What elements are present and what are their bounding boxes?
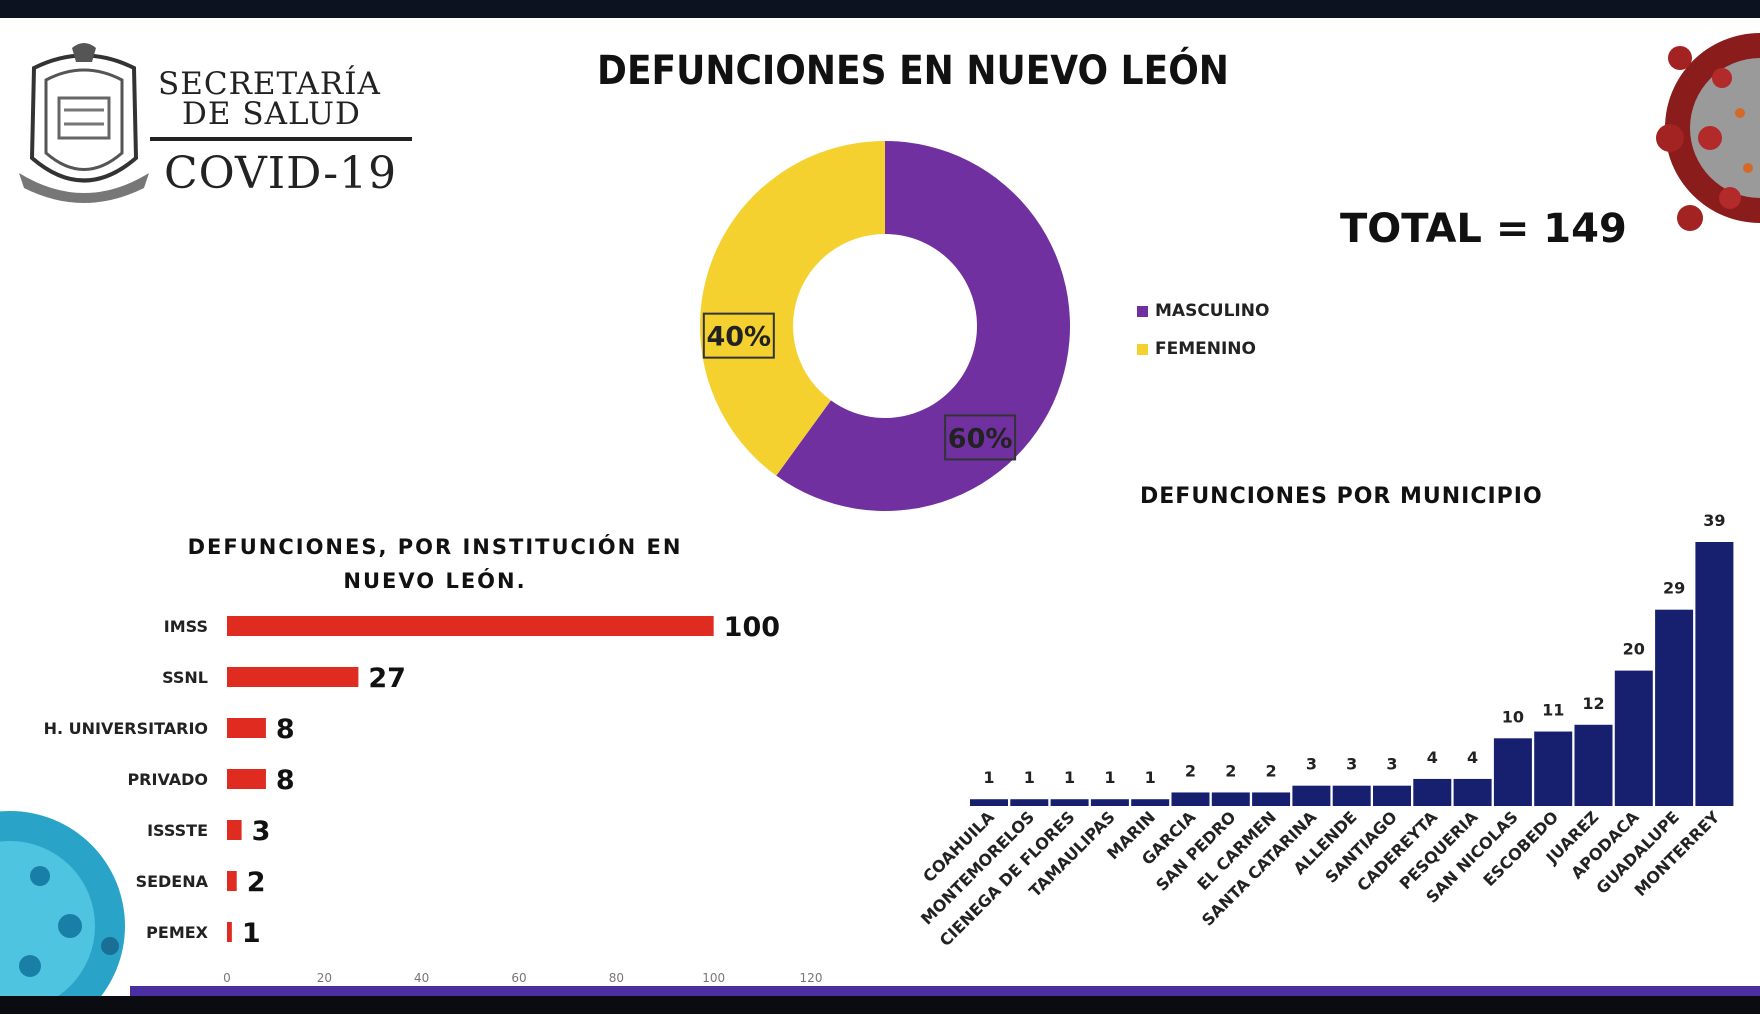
total-deaths: TOTAL = 149 — [1340, 206, 1627, 252]
municipio-value-label: 3 — [1346, 755, 1357, 774]
bottom-bar — [0, 996, 1760, 1014]
municipio-bar — [1252, 792, 1291, 806]
institution-category-label: SSNL — [162, 668, 208, 687]
municipio-value-label: 4 — [1467, 748, 1478, 767]
institution-bar — [227, 922, 232, 942]
municipio-value-label: 3 — [1306, 755, 1317, 774]
donut-data-label: 40% — [702, 312, 775, 359]
top-bar — [0, 0, 1760, 18]
municipio-bar — [1695, 542, 1734, 806]
municipio-bar — [1050, 799, 1089, 806]
institution-value-label: 3 — [252, 816, 271, 847]
legend-label: FEMENINO — [1155, 339, 1256, 359]
institution-x-tick: 60 — [511, 971, 526, 985]
donut-data-label: 60% — [944, 414, 1017, 461]
municipio-bar — [1453, 778, 1492, 806]
municipio-bar — [1010, 799, 1049, 806]
municipio-value-label: 2 — [1225, 761, 1236, 780]
municipio-bar — [1211, 792, 1250, 806]
legend-item-femenino: FEMENINO — [1137, 330, 1269, 368]
secretaria-salud-logo: SECRETARÍA DE SALUD COVID-19 — [14, 38, 414, 218]
slide: SECRETARÍA DE SALUD COVID-19 DEFUNCIONES… — [0, 18, 1760, 996]
institution-value-label: 8 — [276, 765, 295, 796]
accent-stripe — [130, 986, 1760, 996]
institution-bar — [227, 769, 266, 789]
institution-x-tick: 100 — [702, 971, 725, 985]
donut-slice-femenino — [700, 141, 885, 476]
institution-category-label: SEDENA — [136, 872, 209, 891]
municipio-value-label: 1 — [1145, 768, 1156, 787]
institution-x-tick: 80 — [609, 971, 624, 985]
state-seal-icon — [19, 43, 149, 203]
municipio-value-label: 3 — [1386, 755, 1397, 774]
municipio-value-label: 4 — [1427, 748, 1438, 767]
municipio-bar — [1614, 670, 1653, 806]
institution-value-label: 8 — [276, 714, 295, 745]
municipio-bar — [1534, 731, 1573, 806]
institution-x-tick: 20 — [317, 971, 332, 985]
gender-legend: MASCULINO FEMENINO — [1137, 292, 1269, 368]
municipio-value-label: 2 — [1185, 761, 1196, 780]
institution-value-label: 27 — [368, 663, 406, 694]
logo-line-secretaria: SECRETARÍA — [158, 66, 381, 102]
institution-value-label: 100 — [724, 612, 780, 643]
municipio-value-label: 12 — [1582, 694, 1604, 713]
svg-text:40%: 40% — [706, 322, 771, 353]
logo-divider — [150, 137, 412, 141]
institution-bar — [227, 871, 237, 891]
municipio-value-label: 20 — [1623, 640, 1645, 659]
municipio-value-label: 29 — [1663, 579, 1685, 598]
legend-swatch — [1137, 343, 1148, 355]
legend-label: MASCULINO — [1155, 301, 1270, 321]
virus-icon — [0, 811, 125, 996]
institution-x-tick: 120 — [800, 971, 823, 985]
municipio-value-label: 1 — [1104, 768, 1115, 787]
institution-x-tick: 40 — [414, 971, 429, 985]
municipio-value-label: 2 — [1266, 761, 1277, 780]
municipio-bar — [1292, 785, 1331, 806]
municipio-bar — [1332, 785, 1371, 806]
municipio-bar — [1131, 799, 1170, 806]
gender-donut-chart: 60% 40% — [700, 141, 1070, 511]
institution-category-label: IMSS — [164, 617, 208, 636]
institution-category-label: PEMEX — [146, 923, 209, 942]
municipio-value-label: 39 — [1703, 511, 1725, 530]
institution-category-label: ISSSTE — [147, 821, 208, 840]
institution-bar — [227, 616, 714, 636]
page-title: DEFUNCIONES EN NUEVO LEÓN — [597, 48, 1229, 94]
svg-text:60%: 60% — [948, 423, 1013, 454]
municipio-value-label: 1 — [1064, 768, 1075, 787]
institution-bar — [227, 718, 266, 738]
institution-value-label: 1 — [242, 918, 261, 949]
municipio-chart-title: DEFUNCIONES POR MUNICIPIO — [1140, 484, 1543, 509]
institution-bar — [227, 667, 359, 687]
legend-item-masculino: MASCULINO — [1137, 292, 1269, 330]
municipio-bar — [1493, 738, 1532, 806]
municipio-bar — [1413, 778, 1452, 806]
municipio-value-label: 11 — [1542, 701, 1564, 720]
virus-icon — [1656, 33, 1760, 231]
institution-chart-title: DEFUNCIONES, POR INSTITUCIÓN EN NUEVO LE… — [187, 535, 683, 593]
municipio-bar — [1090, 799, 1129, 806]
logo-line-covid: COVID-19 — [164, 148, 398, 199]
institution-category-label: PRIVADO — [127, 770, 208, 789]
institution-bar — [227, 820, 242, 840]
municipio-bar — [1171, 792, 1210, 806]
legend-swatch — [1137, 305, 1148, 317]
institution-category-label: H. UNIVERSITARIO — [44, 719, 208, 738]
institution-bar-chart: IMSS 100 SSNL 27 H. UNIVERSITARIO 8 PRIVADO 8 IS… — [44, 612, 823, 985]
municipio-bar — [1574, 724, 1613, 806]
municipio-bar — [970, 799, 1008, 806]
institution-value-label: 2 — [247, 867, 266, 898]
institution-x-tick: 0 — [223, 971, 231, 985]
donut-slice-masculino — [776, 141, 1070, 511]
municipio-value-label: 10 — [1502, 707, 1524, 726]
municipio-value-label: 1 — [983, 768, 994, 787]
municipio-bar — [1655, 609, 1694, 806]
municipio-bar — [1373, 785, 1411, 806]
municipio-value-label: 1 — [1024, 768, 1035, 787]
logo-line-de-salud: DE SALUD — [182, 96, 361, 132]
